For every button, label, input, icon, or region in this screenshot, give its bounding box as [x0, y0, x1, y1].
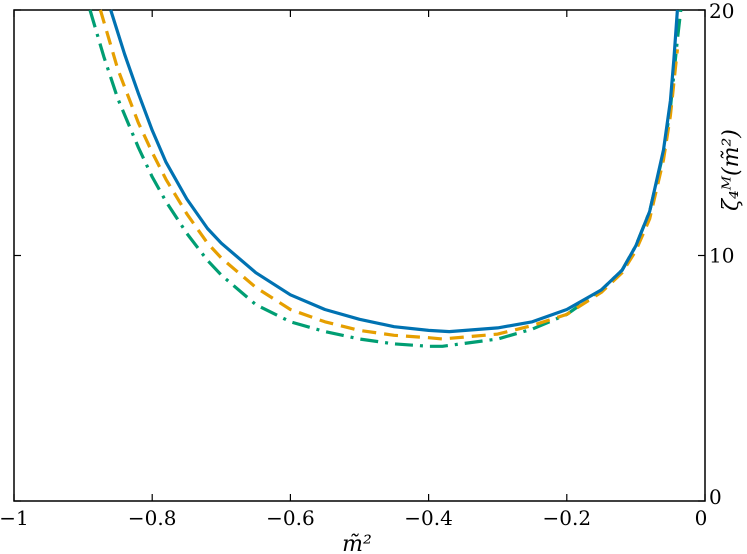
x-tick-label: 0 [695, 506, 708, 530]
x-tick-label: −0.4 [404, 506, 453, 530]
y-tick-labels: 0 10 20 [709, 0, 734, 509]
x-tick-label: −0.2 [543, 506, 592, 530]
series-line-3 [88, 9, 683, 348]
tick-marks [13, 9, 706, 502]
x-axis-label: m̃² [342, 532, 372, 554]
series-line-1 [109, 9, 679, 334]
y-tick-label: 10 [709, 244, 734, 268]
x-tick-labels: −1 −0.8 −0.6 −0.4 −0.2 0 [0, 506, 707, 530]
series-layer [88, 9, 683, 348]
x-tick-label: −0.6 [266, 506, 315, 530]
y-tick-label: 20 [709, 0, 734, 23]
y-tick-label: 0 [709, 485, 722, 509]
y-axis-label: ζ₄ᴹ(m̃²) [719, 129, 744, 211]
series-line-2 [98, 9, 679, 341]
plot-frame [13, 9, 706, 502]
x-tick-label: −0.8 [128, 506, 177, 530]
x-tick-label: −1 [0, 506, 29, 530]
